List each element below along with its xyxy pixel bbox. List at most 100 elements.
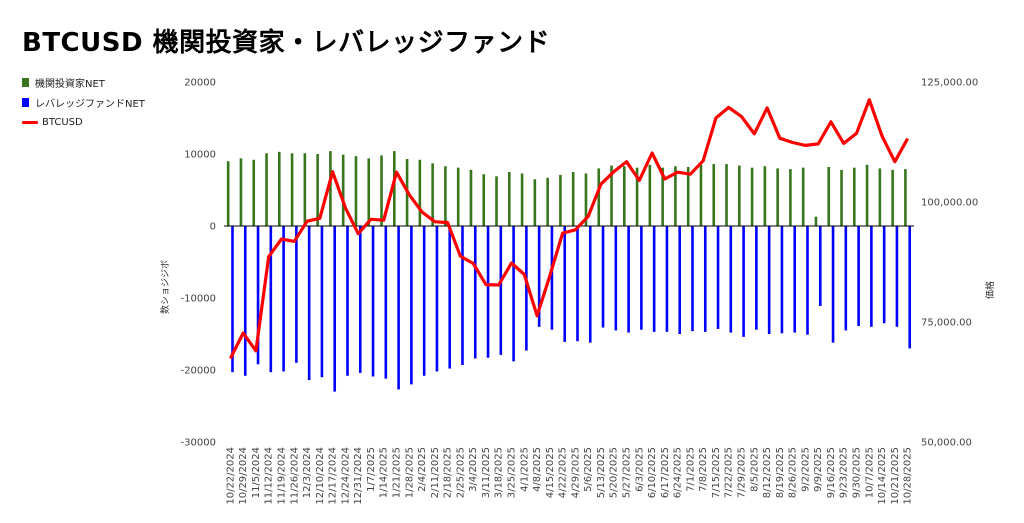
x-tick-label: 10/21/2025	[890, 447, 901, 505]
bar-leveraged	[256, 226, 260, 365]
bar-institutional	[329, 151, 332, 226]
bar-institutional	[520, 173, 524, 226]
bar-leveraged	[448, 226, 452, 369]
bar-institutional	[712, 164, 716, 226]
x-tick-label: 10/7/2025	[864, 447, 875, 498]
bar-institutional	[316, 154, 319, 226]
bar-leveraged	[333, 226, 337, 392]
bar-institutional	[418, 159, 422, 226]
bar-institutional	[789, 169, 792, 226]
bar-institutional	[584, 173, 588, 226]
x-tick-label: 2/25/2025	[455, 447, 466, 498]
x-tick-label: 8/5/2025	[749, 447, 760, 492]
x-tick-label: 3/11/2025	[481, 447, 492, 498]
bar-leveraged	[269, 226, 273, 373]
legend-label-leveraged: レバレッジファンドNET	[35, 98, 145, 110]
bar-leveraged	[295, 226, 298, 363]
bar-institutional	[801, 167, 805, 226]
y2-tick-label: 75,000.00	[921, 318, 972, 329]
x-tick-label: 12/3/2024	[302, 447, 313, 498]
x-tick-label: 7/8/2025	[698, 447, 709, 492]
bar-institutional	[393, 151, 396, 226]
x-tick-label: 8/12/2025	[762, 447, 773, 498]
x-tick-label: 9/23/2025	[839, 447, 850, 498]
x-tick-label: 4/29/2025	[570, 447, 581, 498]
bar-leveraged	[729, 226, 733, 333]
x-tick-label: 2/18/2025	[443, 447, 454, 498]
bar-leveraged	[755, 226, 758, 330]
bar-institutional	[252, 159, 256, 226]
bar-institutional	[840, 169, 843, 226]
bar-leveraged	[512, 226, 515, 362]
bar-leveraged	[780, 226, 784, 334]
x-tick-label: 4/15/2025	[545, 447, 556, 498]
bar-leveraged	[857, 226, 860, 327]
bar-leveraged	[614, 226, 618, 331]
bar-leveraged	[550, 226, 554, 330]
bar-leveraged	[397, 226, 400, 390]
bar-leveraged	[563, 226, 567, 342]
legend-swatch-btc	[22, 120, 38, 124]
bar-leveraged	[652, 226, 656, 332]
leveraged-bars	[231, 226, 912, 392]
x-tick-label: 11/26/2024	[289, 447, 300, 505]
bar-institutional	[648, 164, 652, 226]
bar-leveraged	[831, 226, 835, 343]
bar-institutional	[725, 164, 728, 226]
x-tick-label: 1/7/2025	[366, 447, 377, 492]
bar-leveraged	[499, 226, 503, 355]
bar-institutional	[827, 166, 831, 226]
x-tick-label: 10/28/2025	[903, 447, 914, 505]
bar-institutional	[367, 158, 371, 226]
bar-institutional	[661, 167, 664, 226]
x-axis-ticks: 10/22/2024 10/29/2024 11/5/2024 11/12/2024 1…	[225, 447, 913, 505]
btc-price-line	[228, 98, 909, 360]
x-tick-label: 6/17/2025	[660, 447, 671, 498]
x-tick-label: 4/22/2025	[558, 447, 569, 498]
left-axis-ticks: 20000 10000 0 -10000 -20000 -30000	[181, 78, 216, 449]
legend-item-institutional: 機関投資家NET	[22, 76, 145, 90]
bar-institutional	[763, 166, 767, 226]
bar-leveraged	[422, 226, 426, 376]
bar-leveraged	[691, 226, 694, 332]
bar-leveraged	[870, 226, 873, 327]
x-tick-label: 11/19/2024	[277, 447, 288, 505]
x-tick-label: 10/29/2024	[238, 447, 249, 505]
bar-institutional	[226, 161, 230, 226]
y-tick-label: 0	[210, 222, 216, 233]
bar-institutional	[865, 164, 869, 226]
x-tick-label: 1/21/2025	[392, 447, 403, 498]
bar-institutional	[853, 167, 856, 226]
legend-item-leveraged: レバレッジファンドNET	[22, 96, 145, 110]
bar-leveraged	[640, 226, 643, 330]
y-tick-label: 20000	[184, 78, 216, 89]
bar-leveraged	[716, 226, 720, 329]
x-tick-label: 8/26/2025	[788, 447, 799, 498]
institutional-bars	[226, 151, 907, 226]
legend-swatch-leveraged	[22, 97, 29, 107]
bar-institutional	[533, 179, 537, 226]
x-tick-label: 10/14/2025	[877, 447, 888, 505]
bar-institutional	[508, 172, 511, 226]
x-tick-label: 12/31/2024	[353, 447, 364, 505]
chart-title: BTCUSD 機関投資家・レバレッジファンド	[22, 28, 551, 58]
btc-line-layer	[228, 98, 909, 360]
bar-leveraged	[346, 226, 349, 376]
x-tick-label: 12/17/2024	[328, 447, 339, 505]
bar-leveraged	[908, 226, 912, 349]
x-tick-label: 5/20/2025	[609, 447, 620, 498]
bar-institutional	[610, 165, 613, 226]
bar-institutional	[559, 174, 562, 226]
x-tick-label: 12/24/2024	[340, 447, 351, 505]
bar-leveraged	[895, 226, 899, 327]
bar-institutional	[303, 153, 307, 226]
y-tick-label: 10000	[184, 150, 216, 161]
bar-leveraged	[793, 226, 797, 333]
x-tick-label: 1/14/2025	[379, 447, 390, 498]
bar-leveraged	[231, 226, 234, 373]
bar-institutional	[469, 169, 473, 226]
legend-swatch-institutional	[22, 77, 29, 87]
bar-leveraged	[844, 226, 848, 331]
bar-leveraged	[806, 226, 809, 335]
y-axis-title: 数ショジジボ	[159, 260, 171, 314]
